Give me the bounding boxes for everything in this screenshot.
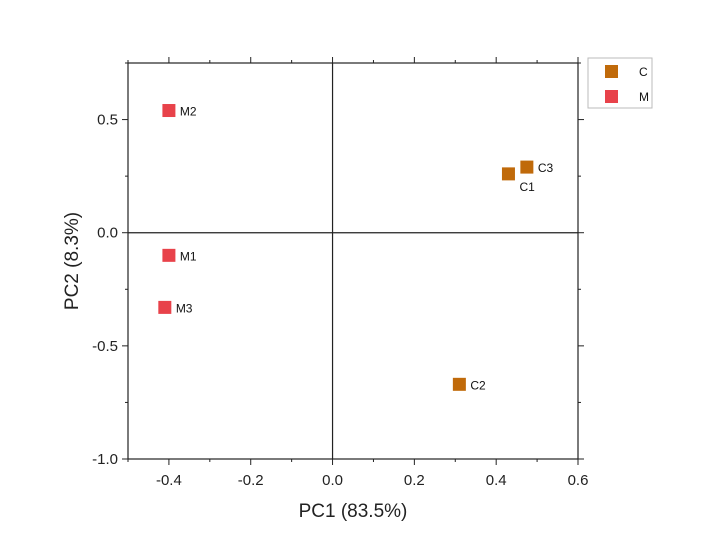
legend: CM bbox=[587, 57, 653, 109]
point-label-c1: C1 bbox=[519, 180, 535, 194]
point-label-m2: M2 bbox=[180, 105, 197, 119]
y-tick-label: 0.0 bbox=[97, 225, 118, 242]
point-label-m3: M3 bbox=[176, 301, 193, 315]
x-tick-label: 0.4 bbox=[486, 472, 507, 489]
x-tick-label: -0.2 bbox=[238, 472, 264, 489]
y-tick-label: 0.5 bbox=[97, 112, 118, 129]
plot-frame bbox=[127, 62, 579, 460]
point-label-m1: M1 bbox=[180, 249, 197, 263]
point-m1 bbox=[162, 248, 176, 262]
point-c1 bbox=[501, 167, 515, 181]
legend-swatch-m bbox=[605, 90, 618, 103]
legend-label-m: M bbox=[639, 90, 649, 104]
point-c2 bbox=[452, 377, 466, 391]
y-tick-label: -0.5 bbox=[92, 338, 118, 355]
point-label-c2: C2 bbox=[470, 378, 486, 392]
x-axis-title: PC1 (83.5%) bbox=[299, 501, 408, 522]
y-tick-label: -1.0 bbox=[92, 451, 118, 468]
point-m3 bbox=[158, 300, 172, 314]
point-label-c3: C3 bbox=[538, 161, 554, 175]
point-c3 bbox=[520, 160, 534, 174]
data-points: C1 C2 C3 M1 M2 M3 bbox=[158, 104, 554, 392]
x-tick-label: 0.6 bbox=[568, 472, 589, 489]
y-axis-title: PC2 (8.3%) bbox=[62, 212, 83, 310]
x-tick-label: 0.2 bbox=[404, 472, 425, 489]
legend-box bbox=[587, 57, 653, 109]
x-tick-label: 0.0 bbox=[322, 472, 343, 489]
x-tick-label: -0.4 bbox=[156, 472, 182, 489]
legend-label-c: C bbox=[639, 65, 648, 79]
point-m2 bbox=[162, 104, 176, 118]
tick-labels: -0.4 -0.2 0.0 0.2 0.4 0.6 -1.0 -0.5 0.0 0.5 bbox=[92, 112, 588, 489]
zero-lines bbox=[128, 63, 578, 459]
legend-swatch-c bbox=[605, 65, 618, 78]
